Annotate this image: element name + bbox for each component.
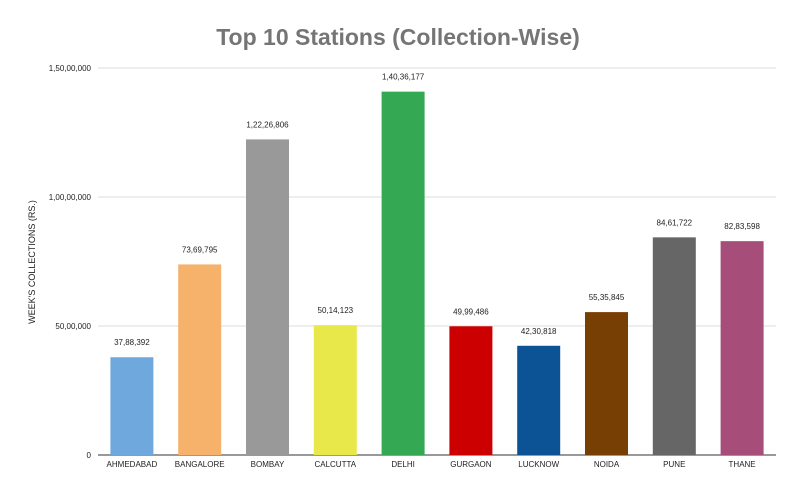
bar-gurgaon [449, 326, 493, 455]
data-label-lucknow: 42,30,818 [521, 327, 557, 336]
category-label-bangalore: BANGALORE [175, 460, 225, 469]
category-label-ahmedabad: AHMEDABAD [107, 460, 158, 469]
bar-bangalore [178, 264, 222, 455]
bars [110, 91, 764, 455]
category-label-thane: THANE [729, 460, 756, 469]
data-label-delhi: 1,40,36,177 [382, 73, 425, 82]
bar-lucknow [517, 345, 561, 455]
y-axis-title: WEEK'S COLLECTIONS (RS.) [27, 200, 37, 324]
category-labels: AHMEDABAD BANGALORE BOMBAY CALCUTTA DELHI GUR… [107, 460, 756, 469]
category-label-noida: NOIDA [594, 460, 620, 469]
bar-thane [720, 241, 764, 455]
data-label-noida: 55,35,845 [589, 293, 625, 302]
bar-delhi [381, 91, 425, 455]
y-tick-label: 50,00,000 [55, 322, 91, 331]
data-label-ahmedabad: 37,88,392 [114, 338, 150, 347]
category-label-gurgaon: GURGAON [450, 460, 492, 469]
category-label-delhi: DELHI [391, 460, 415, 469]
bar-noida [585, 312, 628, 455]
data-label-calcutta: 50,14,123 [318, 306, 354, 315]
data-labels: 37,88,392 73,69,795 1,22,26,806 50,14,123 1,… [114, 73, 760, 348]
bar-bombay [246, 139, 289, 455]
bar-ahmedabad [110, 357, 154, 455]
category-label-lucknow: LUCKNOW [518, 460, 559, 469]
data-label-bombay: 1,22,26,806 [246, 120, 289, 129]
category-label-bombay: BOMBAY [251, 460, 285, 469]
bar-pune [652, 237, 696, 455]
bar-calcutta [313, 325, 357, 455]
y-tick-label: 1,50,00,000 [49, 64, 92, 73]
category-label-calcutta: CALCUTTA [314, 460, 356, 469]
y-tick-label: 0 [87, 451, 92, 460]
data-label-bangalore: 73,69,795 [182, 245, 218, 254]
chart-title: Top 10 Stations (Collection-Wise) [216, 24, 580, 50]
category-label-pune: PUNE [663, 460, 685, 469]
data-label-gurgaon: 49,99,486 [453, 307, 489, 316]
data-label-thane: 82,83,598 [724, 222, 760, 231]
y-tick-label: 1,00,00,000 [49, 193, 92, 202]
y-axis-ticks: 0 50,00,000 1,00,00,000 1,50,00,000 [49, 64, 92, 460]
data-label-pune: 84,61,722 [657, 218, 693, 227]
